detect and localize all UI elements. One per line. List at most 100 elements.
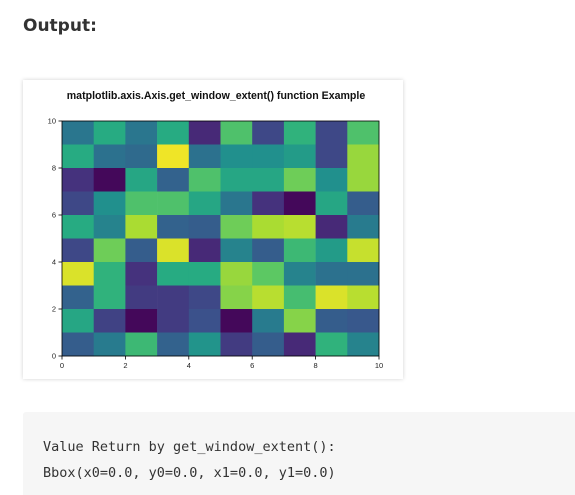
heatmap-cell — [125, 215, 158, 239]
heatmap-cell — [93, 191, 126, 216]
heatmap-cell — [188, 121, 221, 145]
heatmap-cell — [62, 191, 94, 216]
heatmap-cell — [252, 309, 285, 333]
x-tick-label: 10 — [375, 361, 383, 370]
heatmap-cell — [315, 121, 348, 145]
heatmap-cell — [62, 262, 94, 286]
output-line-bbox: Bbox(x0=0.0, y0=0.0, x1=0.0, y1=0.0) — [43, 465, 336, 481]
heatmap-cell — [347, 168, 380, 192]
heatmap-cell — [252, 191, 285, 216]
heatmap-cell — [62, 309, 94, 333]
x-tick-label: 6 — [250, 361, 254, 370]
heatmap-cell — [283, 238, 316, 263]
heatmap-cell — [283, 144, 316, 169]
y-tick-label: 8 — [52, 164, 56, 173]
heatmap-cell — [283, 215, 316, 239]
heatmap-cell — [62, 238, 94, 263]
heatmap-cell — [252, 168, 285, 192]
heatmap-cell — [347, 262, 380, 286]
x-tick-label: 2 — [123, 361, 127, 370]
heatmap-cell — [315, 191, 348, 216]
heatmap-cell — [347, 121, 380, 145]
heatmap-cell — [125, 332, 158, 357]
heatmap-cell — [188, 168, 221, 192]
heatmap-cell — [315, 238, 348, 263]
heatmap-cell — [125, 144, 158, 169]
heatmap-cell — [93, 332, 126, 357]
heatmap-cell — [252, 144, 285, 169]
heatmap-cell — [62, 215, 94, 239]
heatmap-cell — [125, 285, 158, 310]
heatmap-cell — [283, 121, 316, 145]
heatmap-cell — [157, 144, 190, 169]
x-tick-label: 8 — [314, 361, 318, 370]
y-tick-label: 2 — [52, 305, 56, 314]
heatmap-cell — [220, 168, 253, 192]
heatmap-cell — [62, 168, 94, 192]
heatmap-cell — [347, 309, 380, 333]
heatmap-cell — [283, 285, 316, 310]
heatmap-cell — [188, 309, 221, 333]
heatmap-cell — [220, 121, 253, 145]
heatmap-cell — [283, 191, 316, 216]
heatmap-cell — [157, 285, 190, 310]
heatmap-cell — [283, 168, 316, 192]
heatmap-cell — [93, 285, 126, 310]
heatmap-cell — [252, 238, 285, 263]
heatmap-cell — [188, 191, 221, 216]
heatmap-cell — [157, 262, 190, 286]
heatmap-cell — [283, 332, 316, 357]
heatmap-chart: matplotlib.axis.Axis.get_window_extent()… — [48, 90, 384, 371]
heatmap-cell — [252, 121, 285, 145]
heatmap-cell — [93, 215, 126, 239]
heatmap-cell — [252, 332, 285, 357]
heatmap-cell — [220, 262, 253, 286]
heatmap-cell — [62, 285, 94, 310]
heatmap-cell — [347, 285, 380, 310]
chart-axes: 0 2 4 6 8 10 0 2 4 6 8 10 — [48, 117, 384, 371]
heatmap-cell — [252, 285, 285, 310]
heatmap-cell — [125, 121, 158, 145]
axes-frame — [61, 120, 380, 357]
heatmap-cell — [220, 238, 253, 263]
heatmap-cell — [188, 262, 221, 286]
heatmap-cell — [157, 168, 190, 192]
heatmap-cell — [315, 215, 348, 239]
heatmap-cell — [252, 262, 285, 286]
y-tick-label: 0 — [52, 352, 56, 361]
heatmap-cell — [188, 238, 221, 263]
heatmap-cell — [315, 144, 348, 169]
heatmap-cell — [283, 262, 316, 286]
chart-title: matplotlib.axis.Axis.get_window_extent()… — [67, 90, 366, 102]
heatmap-cell — [93, 144, 126, 169]
output-heading: Output: — [23, 16, 97, 36]
heatmap-cell — [157, 238, 190, 263]
heatmap-cells — [62, 121, 380, 357]
heatmap-cell — [62, 144, 94, 169]
heatmap-cell — [157, 309, 190, 333]
heatmap-cell — [93, 309, 126, 333]
heatmap-cell — [315, 168, 348, 192]
heatmap-cell — [125, 238, 158, 263]
y-tick-label: 6 — [52, 211, 56, 220]
heatmap-cell — [188, 332, 221, 357]
heatmap-cell — [220, 332, 253, 357]
heatmap-cell — [93, 168, 126, 192]
output-line-return-label: Value Return by get_window_extent(): — [43, 439, 336, 455]
heatmap-cell — [125, 168, 158, 192]
heatmap-cell — [125, 191, 158, 216]
heatmap-cell — [188, 285, 221, 310]
heatmap-cell — [93, 121, 126, 145]
x-tick-label: 0 — [60, 361, 64, 370]
heatmap-cell — [157, 191, 190, 216]
heatmap-cell — [315, 332, 348, 357]
heatmap-cell — [157, 332, 190, 357]
heatmap-cell — [188, 215, 221, 239]
x-tick-label: 4 — [187, 361, 191, 370]
heatmap-cell — [188, 144, 221, 169]
heatmap-cell — [347, 238, 380, 263]
y-tick-label: 4 — [52, 258, 56, 267]
heatmap-cell — [315, 285, 348, 310]
heatmap-cell — [315, 309, 348, 333]
output-figure: matplotlib.axis.Axis.get_window_extent()… — [23, 80, 403, 379]
